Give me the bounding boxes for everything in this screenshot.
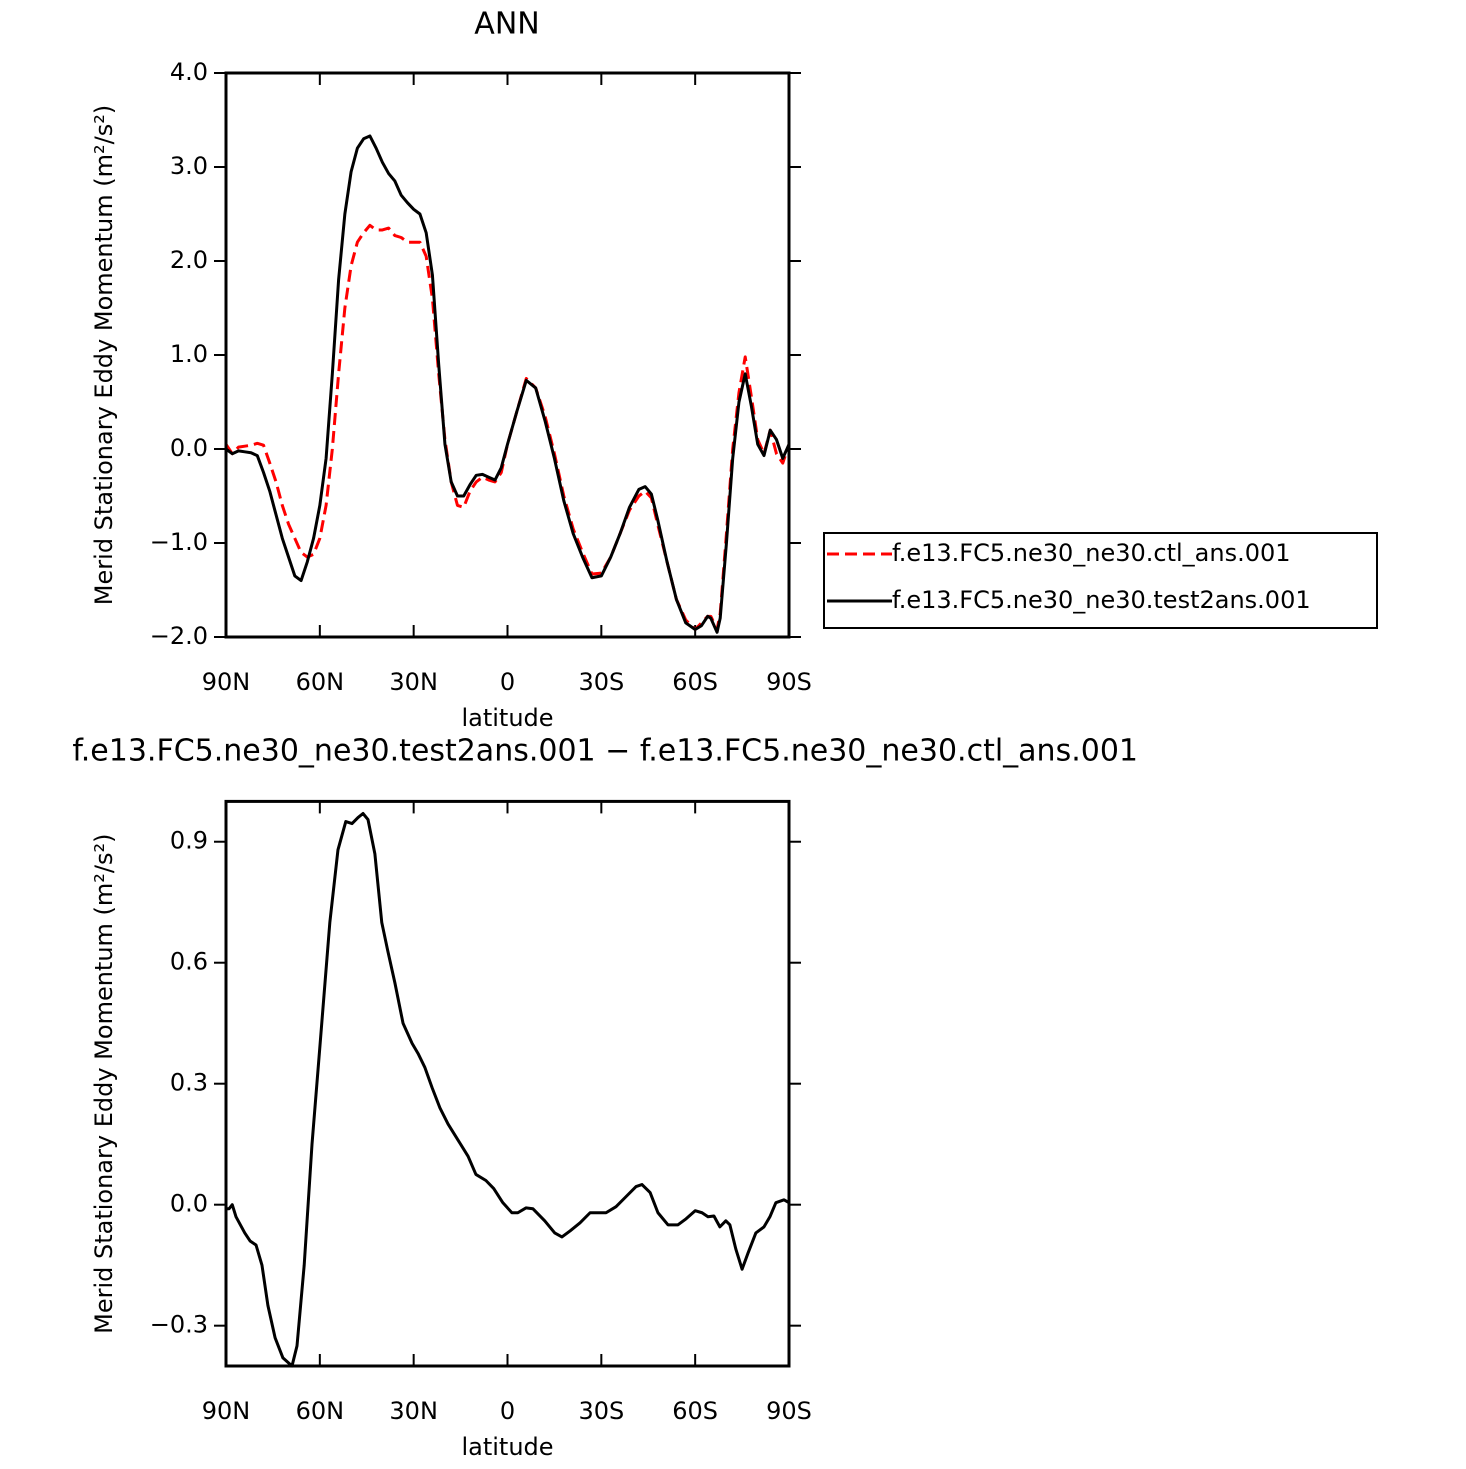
x-tick-label: 90S: [766, 668, 812, 696]
y-tick-label: 3.0: [170, 152, 208, 180]
x-tick-label: 60S: [672, 1397, 718, 1425]
x-tick-label: 90N: [202, 668, 251, 696]
y-tick-label: −0.3: [150, 1311, 208, 1339]
legend-label: f.e13.FC5.ne30_ne30.ctl_ans.001: [892, 539, 1291, 567]
x-tick-label: 90N: [202, 1397, 251, 1425]
y-tick-label: −2.0: [150, 622, 208, 650]
x-tick-label: 30N: [389, 1397, 438, 1425]
y-axis-label: Merid Stationary Eddy Momentum (m²/s²): [90, 105, 118, 605]
plot-frame: [224, 799, 791, 1368]
y-tick-label: 0.9: [170, 827, 208, 855]
x-axis-label: latitude: [461, 704, 553, 732]
data-line: [225, 134, 791, 634]
y-tick-label: 0.3: [170, 1069, 208, 1097]
y-tick-label: 4.0: [170, 58, 208, 86]
x-tick-label: 0: [500, 1397, 515, 1425]
data-line: [226, 812, 790, 1368]
x-axis-label: latitude: [461, 1433, 553, 1461]
y-axis-label: Merid Stationary Eddy Momentum (m²/s²): [90, 834, 118, 1334]
x-tick-label: 60N: [296, 1397, 345, 1425]
plot-frame: [224, 71, 791, 639]
x-tick-label: 0: [500, 668, 515, 696]
y-tick-label: 0.0: [170, 1190, 208, 1218]
chart-title: f.e13.FC5.ne30_ne30.test2ans.001 − f.e13…: [72, 734, 1138, 769]
x-tick-label: 60S: [672, 668, 718, 696]
y-tick-label: −1.0: [150, 528, 208, 556]
data-line: [224, 223, 791, 631]
x-tick-label: 30S: [578, 668, 624, 696]
y-tick-label: 0.0: [170, 434, 208, 462]
legend-label: f.e13.FC5.ne30_ne30.test2ans.001: [892, 586, 1311, 614]
x-tick-label: 30N: [389, 668, 438, 696]
y-tick-label: 1.0: [170, 340, 208, 368]
x-tick-label: 90S: [766, 1397, 812, 1425]
x-tick-label: 60N: [296, 668, 345, 696]
y-tick-label: 0.6: [170, 948, 208, 976]
chart-title: ANN: [474, 7, 539, 42]
x-tick-label: 30S: [578, 1397, 624, 1425]
legend: f.e13.FC5.ne30_ne30.ctl_ans.001 f.e13.FC5…: [823, 532, 1378, 629]
legend-box: [823, 532, 1378, 629]
y-tick-label: 2.0: [170, 246, 208, 274]
